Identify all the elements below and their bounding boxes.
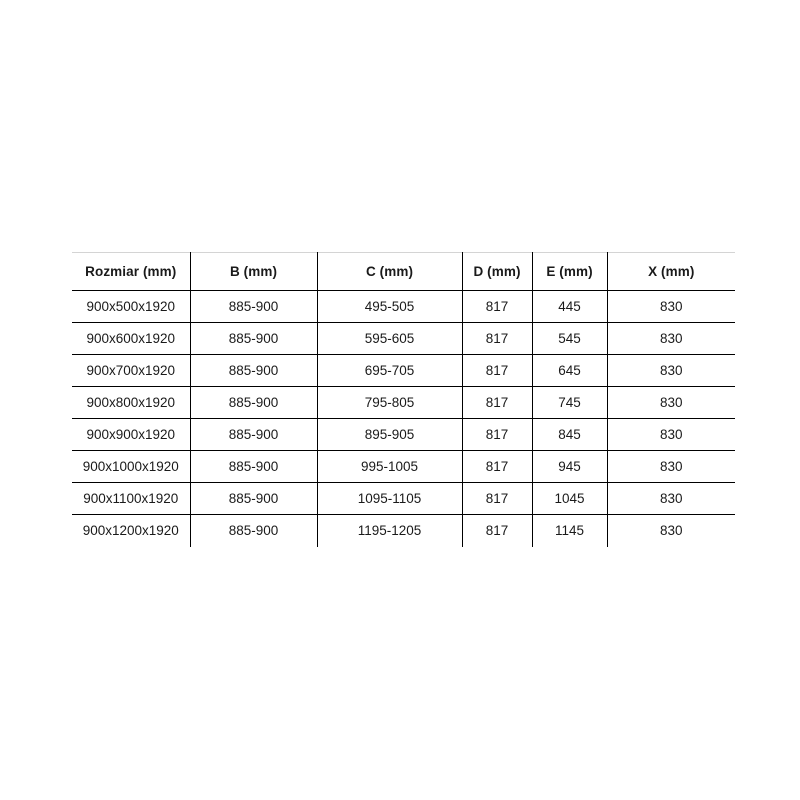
cell-x: 830 xyxy=(606,322,735,355)
cell-x: 830 xyxy=(606,290,735,323)
cell-c: 1095-1105 xyxy=(316,482,462,515)
column-header-e: E (mm) xyxy=(531,252,607,291)
cell-b: 885-900 xyxy=(189,386,317,419)
cell-c: 1195-1205 xyxy=(316,514,462,547)
cell-c: 595-605 xyxy=(316,322,462,355)
table-header: Rozmiar (mm) B (mm) C (mm) D (mm) E (mm)… xyxy=(72,252,735,291)
cell-e: 1045 xyxy=(531,482,607,515)
table-row: 900x900x1920 885-900 895-905 817 845 830 xyxy=(72,418,735,451)
cell-x: 830 xyxy=(606,450,735,483)
cell-b: 885-900 xyxy=(189,482,317,515)
table-row: 900x700x1920 885-900 695-705 817 645 830 xyxy=(72,354,735,387)
cell-d: 817 xyxy=(461,290,532,323)
cell-c: 895-905 xyxy=(316,418,462,451)
specification-table-container: Rozmiar (mm) B (mm) C (mm) D (mm) E (mm)… xyxy=(72,252,735,547)
table-header-row: Rozmiar (mm) B (mm) C (mm) D (mm) E (mm)… xyxy=(72,252,735,291)
table-row: 900x800x1920 885-900 795-805 817 745 830 xyxy=(72,386,735,419)
cell-x: 830 xyxy=(606,482,735,515)
cell-d: 817 xyxy=(461,514,532,547)
cell-d: 817 xyxy=(461,386,532,419)
cell-rozmiar: 900x900x1920 xyxy=(72,418,190,451)
table-row: 900x600x1920 885-900 595-605 817 545 830 xyxy=(72,322,735,355)
cell-rozmiar: 900x1000x1920 xyxy=(72,450,190,483)
cell-c: 695-705 xyxy=(316,354,462,387)
column-header-rozmiar: Rozmiar (mm) xyxy=(72,252,190,291)
column-header-x: X (mm) xyxy=(606,252,735,291)
cell-rozmiar: 900x700x1920 xyxy=(72,354,190,387)
cell-rozmiar: 900x1100x1920 xyxy=(72,482,190,515)
cell-d: 817 xyxy=(461,450,532,483)
table-row: 900x1000x1920 885-900 995-1005 817 945 8… xyxy=(72,450,735,483)
table-body: 900x500x1920 885-900 495-505 817 445 830… xyxy=(72,290,735,547)
cell-rozmiar: 900x500x1920 xyxy=(72,290,190,323)
cell-rozmiar: 900x600x1920 xyxy=(72,322,190,355)
cell-x: 830 xyxy=(606,354,735,387)
dimensions-table: Rozmiar (mm) B (mm) C (mm) D (mm) E (mm)… xyxy=(72,252,735,547)
cell-x: 830 xyxy=(606,514,735,547)
cell-b: 885-900 xyxy=(189,418,317,451)
cell-rozmiar: 900x1200x1920 xyxy=(82,523,179,539)
cell-c: 495-505 xyxy=(316,290,462,323)
cell-d: 817 xyxy=(461,418,532,451)
cell-d: 817 xyxy=(461,482,532,515)
table-row: 900x500x1920 885-900 495-505 817 445 830 xyxy=(72,290,735,323)
cell-e: 945 xyxy=(531,450,607,483)
cell-b: 885-900 xyxy=(189,514,317,547)
cell-rozmiar: 900x800x1920 xyxy=(72,386,190,419)
cell-c: 795-805 xyxy=(316,386,462,419)
cell-b: 885-900 xyxy=(189,322,317,355)
cell-e: 1145 xyxy=(531,514,607,547)
cell-d: 817 xyxy=(461,322,532,355)
cell-e: 745 xyxy=(531,386,607,419)
cell-e: 445 xyxy=(531,290,607,323)
cell-e: 845 xyxy=(531,418,607,451)
cell-c: 995-1005 xyxy=(316,450,462,483)
cell-b: 885-900 xyxy=(189,290,317,323)
cell-x: 830 xyxy=(606,386,735,419)
cell-b: 885-900 xyxy=(189,450,317,483)
cell-b: 885-900 xyxy=(189,354,317,387)
column-header-b: B (mm) xyxy=(189,252,317,291)
table-row: 900x1100x1920 885-900 1095-1105 817 1045… xyxy=(72,482,735,515)
cell-e: 645 xyxy=(531,354,607,387)
table-row: 900x1200x1920 885-900 1195-1205 817 1145… xyxy=(72,514,735,547)
cell-d: 817 xyxy=(461,354,532,387)
column-header-d: D (mm) xyxy=(461,252,532,291)
cell-x: 830 xyxy=(606,418,735,451)
column-header-c: C (mm) xyxy=(316,252,462,291)
cell-e: 545 xyxy=(531,322,607,355)
